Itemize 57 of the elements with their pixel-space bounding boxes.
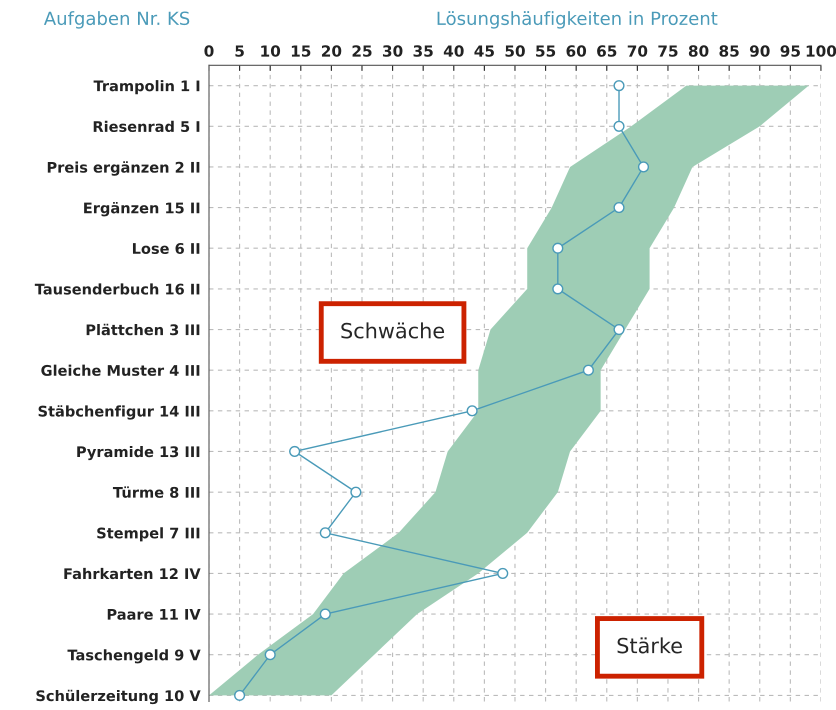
x-tick-label: 30 xyxy=(382,45,402,57)
y-tick-label: Riesenrad 5 I xyxy=(94,120,200,132)
y-tick-label: Schülerzeitung 10 V xyxy=(36,690,201,704)
x-tick-label: 60 xyxy=(566,45,586,57)
x-tick-label: 85 xyxy=(719,45,739,57)
point xyxy=(320,527,331,538)
x-axis-title: Lösungshäufigkeiten in Prozent xyxy=(438,11,718,29)
x-tick-label: 0 xyxy=(204,45,214,57)
point xyxy=(497,568,508,579)
x-tick-label: 75 xyxy=(658,45,678,57)
y-tick-label: Gleiche Muster 4 III xyxy=(41,364,200,376)
x-tick-label: 50 xyxy=(506,45,525,57)
x-tick-label: 65 xyxy=(597,45,616,57)
x-tick-label: 95 xyxy=(780,45,800,57)
y-tick-label: Fahrkarten 12 IV xyxy=(64,568,201,580)
x-tick-label: 90 xyxy=(750,45,770,57)
y-tick-label: Preis ergänzen 2 II xyxy=(48,161,200,176)
point xyxy=(613,80,625,92)
y-tick-label: Türme 8 III xyxy=(112,486,200,498)
x-tick-label: 20 xyxy=(322,45,342,57)
x-tick-label: 10 xyxy=(261,45,280,57)
point xyxy=(552,242,564,254)
y-tick-label: Pyramide 13 III xyxy=(77,446,200,460)
point xyxy=(638,161,650,172)
x-tick-label: 70 xyxy=(628,45,648,57)
y-tick-label: Stempel 7 III xyxy=(97,527,200,542)
y-tick-label: Ergänzen 15 II xyxy=(84,202,200,216)
x-tick-label: 25 xyxy=(352,45,372,57)
y-tick-label: Trampolin 1 I xyxy=(94,80,200,94)
point xyxy=(552,283,564,294)
point xyxy=(613,324,625,336)
annotation: Schwäche xyxy=(341,322,444,339)
y-tick-label: Lose 6 II xyxy=(132,242,200,254)
point xyxy=(234,690,246,701)
point xyxy=(289,446,300,458)
point xyxy=(320,608,331,620)
annotation: Stärke xyxy=(618,637,682,654)
point xyxy=(350,486,362,498)
x-tick-label: 15 xyxy=(292,45,310,57)
x-tick-label: 55 xyxy=(536,45,556,57)
x-tick-label: 100 xyxy=(806,45,836,57)
point xyxy=(613,202,625,214)
x-tick-label: 80 xyxy=(688,45,708,57)
y-tick-label: Tausenderbuch 16 II xyxy=(34,283,200,295)
point xyxy=(582,364,594,376)
x-tick-label: 35 xyxy=(414,45,433,57)
x-tick-label: 5 xyxy=(235,45,244,57)
x-tick-label: 45 xyxy=(474,45,494,57)
point xyxy=(613,120,625,132)
y-tick-label: Paare 11 IV xyxy=(108,608,201,620)
x-tick-label: 40 xyxy=(444,45,464,57)
point xyxy=(264,649,276,660)
y-tick-label: Taschengeld 9 V xyxy=(67,649,201,664)
y-tick-label: Plättchen 3 III xyxy=(86,324,200,336)
y-tick-label: Stäbchenfigur 14 III xyxy=(38,405,200,420)
point xyxy=(466,405,478,416)
y-axis-title: Aufgaben Nr. KS xyxy=(44,11,190,29)
